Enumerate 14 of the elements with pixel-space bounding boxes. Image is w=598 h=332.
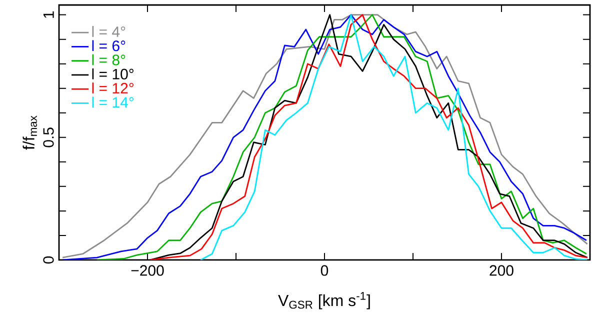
- y-tick-label: 0: [43, 256, 54, 264]
- x-axis-title: V$_{GSR}$ [km s$^{-1}$]: [278, 292, 370, 310]
- legend-label: l = 6°: [92, 40, 126, 52]
- legend-label: l = 12°: [92, 82, 134, 94]
- x-tick-label: 0: [320, 265, 328, 276]
- y-axis-title: f/f$_{max}$: [22, 116, 37, 150]
- legend-label: l = 14°: [92, 96, 134, 108]
- x-tick-label: −200: [131, 265, 164, 276]
- legend-label: l = 4°: [92, 26, 126, 37]
- y-tick-label: 0.5: [43, 128, 54, 148]
- legend-label: l = 8°: [92, 54, 126, 66]
- legend-label: l = 10°: [92, 68, 134, 80]
- x-tick-label: 200: [490, 265, 514, 276]
- y-tick-label: 1: [43, 11, 54, 18]
